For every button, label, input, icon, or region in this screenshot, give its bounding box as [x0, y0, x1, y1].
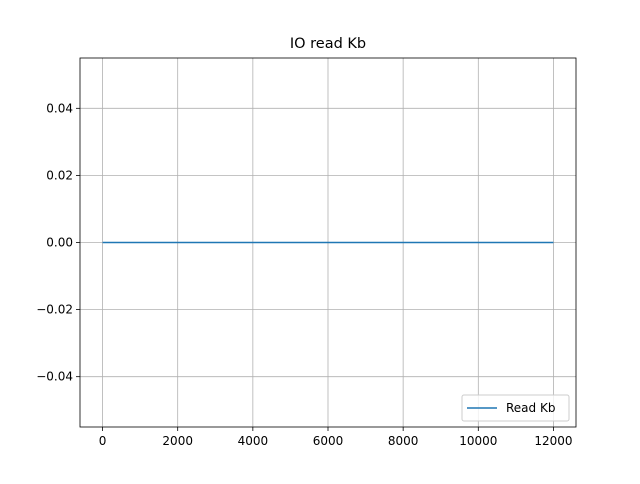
chart-title: IO read Kb — [290, 36, 366, 52]
x-tick-label: 2000 — [162, 434, 193, 448]
y-tick-label: −0.04 — [36, 370, 73, 384]
y-tick-label: −0.02 — [36, 303, 73, 317]
y-tick-label: 0.04 — [46, 101, 73, 115]
x-tick-label: 8000 — [388, 434, 419, 448]
x-tick-label: 10000 — [459, 434, 497, 448]
x-tick-label: 4000 — [238, 434, 269, 448]
y-tick-label: 0.02 — [46, 168, 73, 182]
legend-label-read-kb: Read Kb — [506, 401, 555, 415]
x-tick-label: 6000 — [313, 434, 344, 448]
x-tick-label: 12000 — [534, 434, 572, 448]
y-tick-label: 0.00 — [46, 236, 73, 250]
y-axis: −0.04 −0.02 0.00 0.02 0.04 — [36, 101, 80, 384]
legend: Read Kb — [461, 394, 570, 422]
x-axis: 0 2000 4000 6000 8000 10000 12000 — [99, 427, 573, 448]
legend-box — [461, 394, 570, 422]
x-tick-label: 0 — [99, 434, 107, 448]
